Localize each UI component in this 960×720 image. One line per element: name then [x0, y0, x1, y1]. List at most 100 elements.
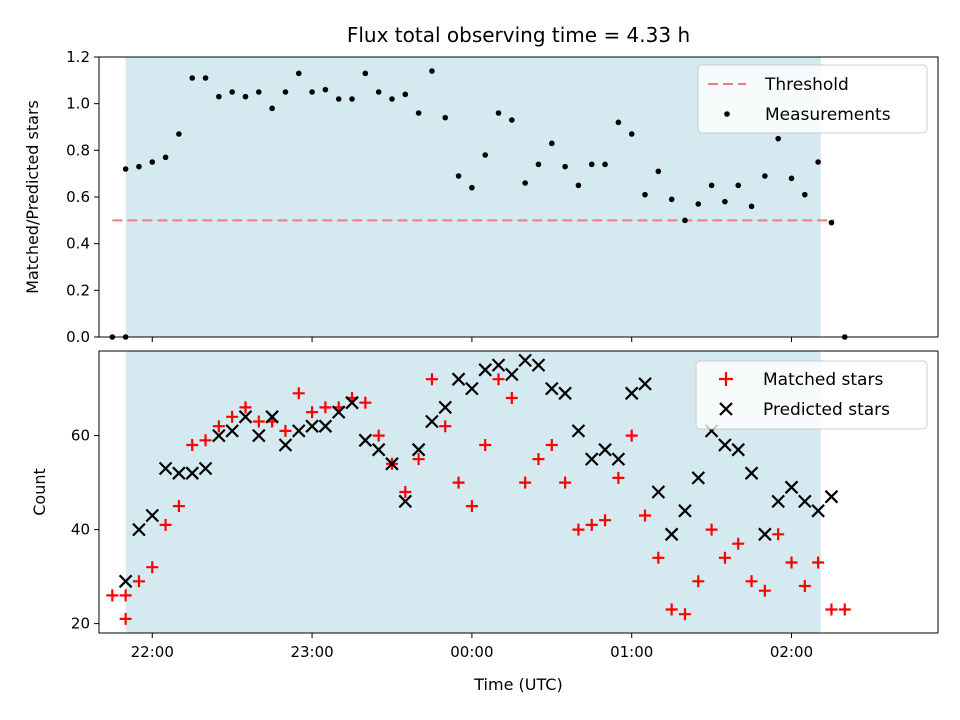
- matched-star-point: [599, 514, 612, 527]
- predicted-star-point: [758, 527, 772, 542]
- predicted-star-point: [571, 424, 586, 438]
- predicted-star-point: [118, 574, 133, 589]
- measurement-point: [216, 93, 222, 100]
- predicted-star-point: [505, 367, 519, 382]
- matched-star-point: [692, 575, 705, 588]
- measurement-point: [256, 89, 262, 95]
- predicted-star-point: [784, 480, 799, 495]
- matched-star-point: [665, 603, 678, 616]
- predicted-star-point: [305, 419, 319, 433]
- measurement-point: [575, 182, 582, 189]
- y-tick-label: 0.0: [66, 328, 90, 346]
- predicted-star-point: [491, 358, 506, 372]
- y-tick-label: 1.2: [66, 48, 90, 66]
- top-legend-box: [697, 64, 928, 134]
- matched-star-point: [292, 387, 305, 400]
- bottom-panel: 20 40 60 22:00 23:00 00:00 01:00 02:00 Count T…: [30, 350, 939, 694]
- bottom-plot-frame: [98, 350, 939, 634]
- matched-star-point: [812, 556, 825, 569]
- matched-star-point: [585, 518, 598, 531]
- measurement-point: [548, 140, 555, 147]
- measurement-point: [562, 163, 568, 170]
- matched-star-point: [412, 453, 425, 466]
- top-x-ticks: [151, 337, 793, 342]
- matched-star-point: [212, 420, 225, 433]
- measurement-point: [628, 131, 635, 137]
- top-marks: [109, 68, 848, 340]
- matched-star-point: [718, 551, 731, 564]
- matched-star-point: [132, 575, 145, 588]
- measurement-point: [349, 96, 355, 102]
- predicted-star-point: [691, 471, 706, 485]
- matched-star-point: [559, 476, 572, 489]
- predicted-star-point: [318, 419, 333, 433]
- top-y-axis-label: Matched/Predicted stars: [23, 100, 42, 294]
- measurement-point: [335, 96, 342, 102]
- measurement-point: [615, 119, 622, 126]
- top-y-ticks: 0.0 0.2 0.4 0.6 0.8 1.0 1.2: [66, 48, 99, 346]
- predicted-star-point: [438, 400, 453, 415]
- measurement-point: [762, 173, 768, 179]
- measurement-point: [509, 117, 515, 123]
- measurement-point: [442, 114, 449, 121]
- predicted-star-point: [278, 438, 293, 452]
- matched-star-point: [159, 518, 172, 531]
- x-tick-label: 22:00: [131, 643, 174, 661]
- matched-star-point: [652, 551, 665, 564]
- measurement-point: [602, 161, 608, 168]
- predicted-star-point: [664, 527, 679, 542]
- predicted-star-point: [651, 485, 666, 499]
- measurement-point: [495, 110, 502, 116]
- y-tick-label: 60: [71, 427, 90, 445]
- predicted-star-point: [291, 424, 306, 438]
- measurement-point: [162, 154, 169, 161]
- bottom-marks: [106, 353, 851, 625]
- measurement-point: [695, 201, 702, 207]
- matched-star-point: [492, 373, 505, 386]
- predicted-star-point: [385, 457, 399, 471]
- predicted-star-point: [145, 508, 160, 523]
- measurement-point: [322, 86, 329, 93]
- x-tick-label: 23:00: [290, 643, 333, 661]
- y-tick-label: 0.6: [66, 188, 90, 206]
- legend-measurements-label: Measurements: [765, 105, 891, 125]
- predicted-star-point: [238, 410, 253, 424]
- x-tick-label: 02:00: [770, 643, 813, 661]
- chart-title: Flux total observing time = 4.33 h: [347, 23, 690, 47]
- x-tick-label: 00:00: [450, 643, 493, 661]
- measurement-point: [708, 182, 715, 189]
- y-tick-label: 20: [71, 615, 90, 633]
- matched-star-point: [785, 556, 798, 569]
- measurement-point: [176, 131, 182, 137]
- predicted-star-point: [345, 395, 359, 410]
- measurement-point: [815, 159, 821, 165]
- measurement-point: [189, 75, 196, 81]
- matched-star-point: [825, 603, 838, 616]
- measurement-point: [828, 219, 835, 226]
- predicted-star-point: [411, 442, 426, 457]
- measurement-point: [202, 75, 209, 81]
- predicted-star-point: [358, 433, 373, 448]
- measurement-point: [535, 161, 542, 168]
- legend-matched-swatch: [719, 372, 733, 386]
- predicted-star-point: [771, 494, 785, 509]
- predicted-star-point: [252, 428, 266, 443]
- matched-star-point: [838, 603, 851, 616]
- x-axis-label: Time (UTC): [473, 675, 562, 694]
- predicted-star-point: [638, 377, 652, 391]
- measurement-point: [469, 184, 475, 191]
- measurement-point: [375, 89, 382, 95]
- predicted-star-point: [584, 452, 599, 466]
- measurement-point: [588, 161, 595, 168]
- matched-star-point: [532, 453, 545, 466]
- predicted-star-point: [545, 381, 559, 396]
- matched-star-point: [146, 561, 159, 574]
- y-tick-label: 1.0: [66, 95, 90, 113]
- predicted-star-point: [398, 494, 413, 509]
- legend-threshold-label: Threshold: [764, 75, 849, 95]
- predicted-star-point: [744, 466, 759, 480]
- predicted-star-point: [265, 410, 279, 424]
- y-tick-label: 0.2: [66, 281, 90, 299]
- bottom-y-axis-label: Count: [30, 468, 49, 516]
